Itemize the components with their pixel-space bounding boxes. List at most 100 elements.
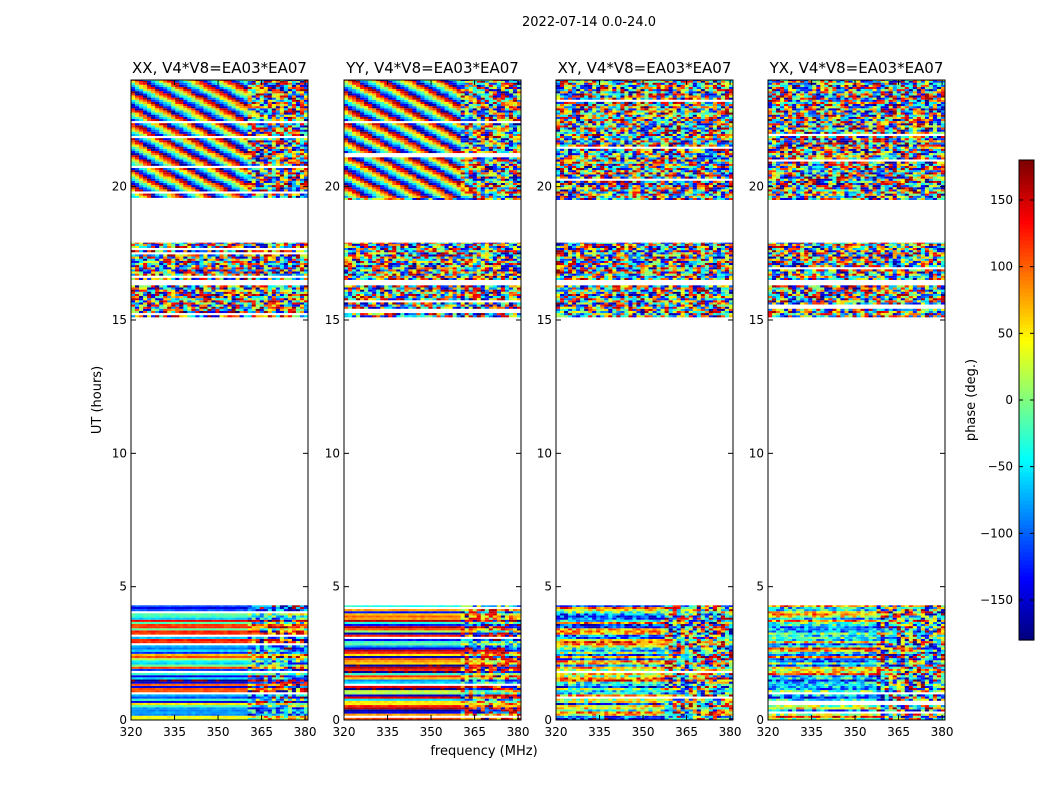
heatmap-cell: [255, 250, 261, 253]
heatmap-cell: [147, 683, 152, 686]
heatmap-cell: [231, 267, 236, 270]
heatmap-cell: [147, 148, 152, 151]
heatmap-cell: [143, 700, 148, 703]
heatmap-cell: [167, 664, 172, 667]
heatmap-cell: [247, 685, 253, 688]
heatmap-cell: [195, 638, 200, 642]
heatmap-cell: [155, 660, 160, 663]
heatmap-cell: [171, 683, 176, 686]
heatmap-cell: [183, 142, 188, 145]
heatmap-cell: [135, 277, 140, 280]
heatmap-cell: [295, 628, 301, 631]
heatmap-cell: [295, 254, 301, 257]
heatmap-cell: [299, 285, 305, 288]
heatmap-cell: [227, 702, 232, 706]
heatmap-cell: [275, 131, 281, 134]
heatmap-cell: [263, 150, 269, 154]
heatmap-cell: [267, 144, 273, 147]
heatmap-cell: [191, 140, 196, 143]
heatmap-cell: [203, 632, 208, 635]
heatmap-cell: [279, 293, 285, 296]
heatmap-cell: [151, 287, 156, 290]
heatmap-cell: [139, 666, 144, 669]
heatmap-cell: [223, 698, 228, 701]
heatmap-cell: [303, 271, 309, 274]
heatmap-cell: [235, 707, 241, 710]
heatmap-cell: [231, 662, 236, 665]
heatmap-cell: [235, 658, 241, 661]
heatmap-cell: [159, 142, 164, 145]
heatmap-cell: [131, 649, 136, 652]
heatmap-cell: [191, 159, 196, 162]
heatmap-cell: [159, 709, 164, 712]
heatmap-cell: [167, 157, 172, 160]
heatmap-cell: [199, 193, 204, 196]
heatmap-cell: [215, 118, 220, 122]
heatmap-cell: [291, 638, 297, 642]
heatmap-cell: [215, 636, 220, 639]
heatmap-cell: [243, 702, 249, 706]
heatmap-cell: [151, 277, 156, 280]
heatmap-cell: [207, 660, 212, 663]
heatmap-cell: [287, 116, 293, 119]
heatmap-cell: [271, 707, 277, 710]
heatmap-cell: [263, 133, 269, 136]
heatmap-cell: [155, 668, 160, 671]
heatmap-cell: [231, 636, 236, 639]
heatmap-cell: [191, 267, 196, 270]
heatmap-cell: [187, 269, 192, 272]
heatmap-cell: [247, 150, 253, 154]
heatmap-cell: [283, 159, 289, 162]
heatmap-cell: [171, 300, 176, 303]
heatmap-cell: [243, 638, 249, 642]
heatmap-cell: [299, 291, 305, 294]
heatmap-cell: [179, 690, 184, 693]
heatmap-cell: [135, 310, 140, 314]
heatmap-cell: [167, 273, 172, 276]
heatmap-cell: [295, 129, 301, 132]
heatmap-cell: [251, 628, 257, 631]
heatmap-cell: [247, 127, 253, 130]
heatmap-cell: [171, 308, 176, 311]
heatmap-cell: [291, 628, 297, 631]
heatmap-cell: [231, 285, 236, 288]
heatmap-cell: [239, 140, 245, 143]
heatmap-cell: [147, 176, 152, 179]
heatmap-cell: [235, 615, 241, 618]
heatmap-cell: [203, 260, 208, 263]
heatmap-cell: [299, 260, 305, 263]
heatmap-cell: [171, 265, 176, 268]
heatmap-cell: [183, 243, 188, 246]
heatmap-cell: [151, 641, 156, 644]
heatmap-cell: [263, 641, 269, 644]
heatmap-cell: [267, 293, 273, 296]
heatmap-cell: [167, 306, 172, 309]
heatmap-cell: [283, 690, 289, 693]
heatmap-cell: [299, 170, 305, 173]
heatmap-cell: [131, 713, 136, 716]
heatmap-cell: [171, 296, 176, 299]
heatmap-cell: [199, 662, 204, 665]
heatmap-cell: [159, 698, 164, 701]
heatmap-cell: [167, 112, 172, 115]
heatmap-cell: [195, 688, 200, 691]
heatmap-cell: [243, 138, 249, 141]
heatmap-cell: [131, 685, 136, 688]
heatmap-cell: [131, 656, 136, 659]
heatmap-cell: [175, 688, 180, 691]
heatmap-cell: [239, 632, 245, 635]
heatmap-cell: [275, 636, 281, 639]
heatmap-cell: [223, 696, 228, 699]
heatmap-cell: [215, 170, 220, 173]
heatmap-cell: [291, 180, 297, 183]
heatmap-cell: [159, 285, 164, 288]
heatmap-cell: [175, 664, 180, 667]
heatmap-cell: [227, 114, 232, 117]
heatmap-cell: [275, 300, 281, 303]
heatmap-cell: [295, 170, 301, 173]
heatmap-cell: [143, 681, 148, 684]
heatmap-cell: [159, 613, 164, 616]
heatmap-cell: [295, 626, 301, 629]
heatmap-cell: [183, 250, 188, 253]
heatmap-cell: [251, 606, 257, 610]
